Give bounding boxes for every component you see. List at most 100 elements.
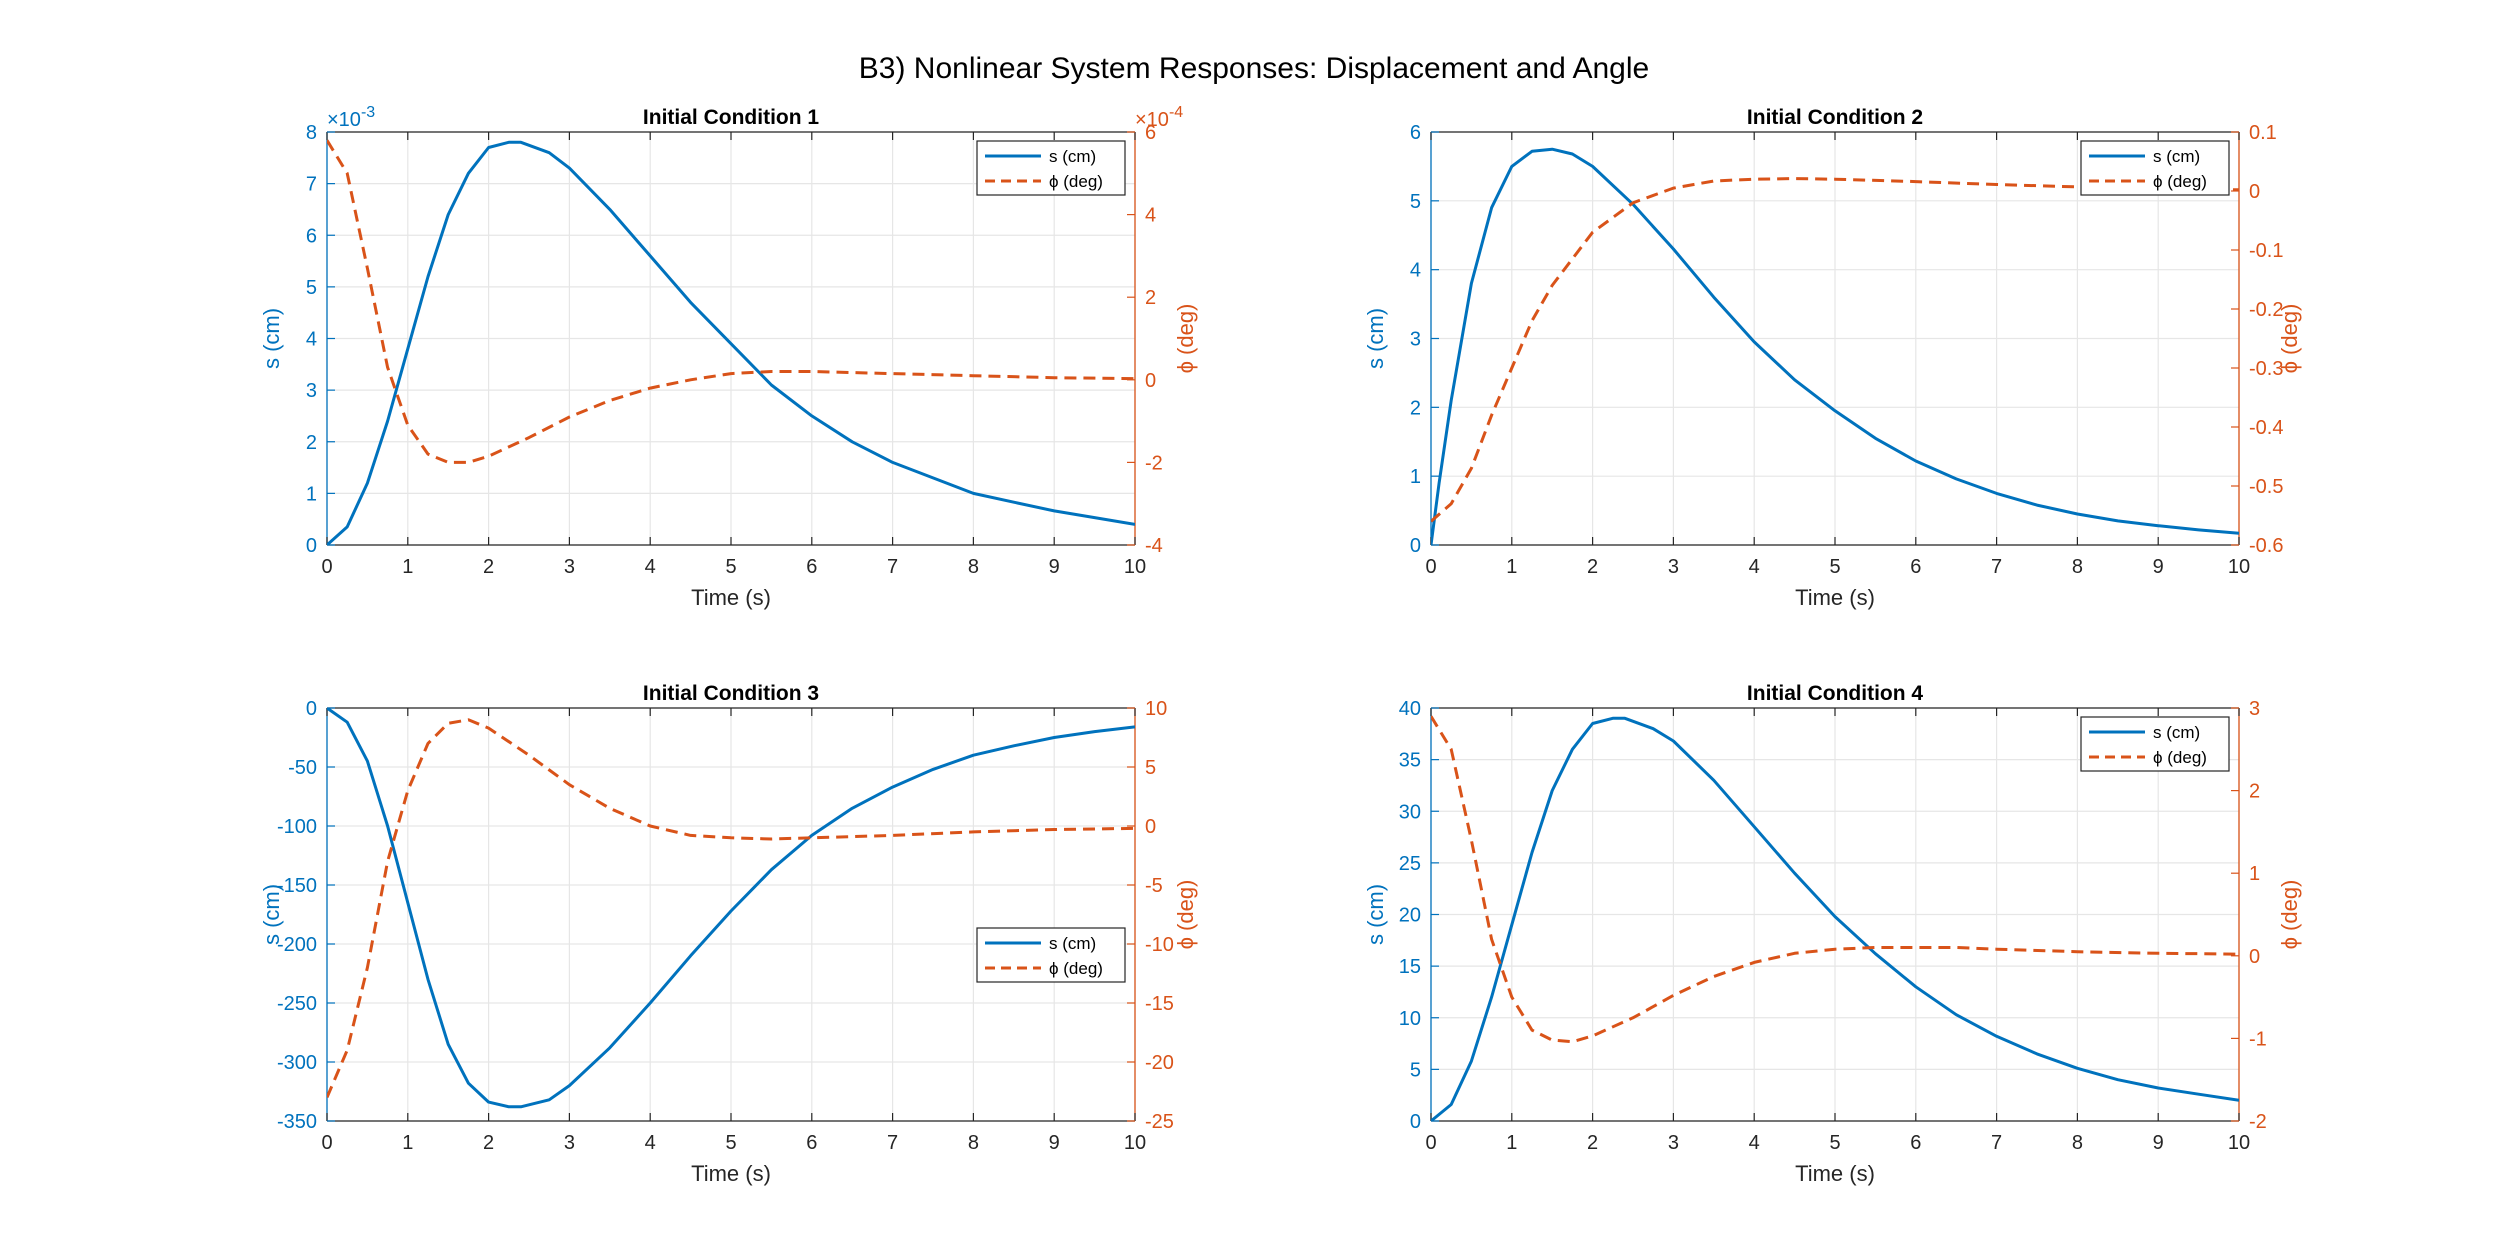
right-y-tick-label: -0.1 [2249, 240, 2283, 262]
right-exponent-power: -4 [1169, 104, 1183, 121]
left-y-tick-label: 2 [306, 432, 317, 454]
x-tick-label: 2 [483, 1132, 494, 1154]
right-y-axis-label: ϕ (deg) [2277, 880, 2302, 950]
right-y-tick-label: -0.4 [2249, 417, 2283, 439]
right-y-tick-label: 0 [2249, 181, 2260, 203]
x-tick-label: 6 [1910, 1132, 1921, 1154]
left-y-tick-label: 15 [1399, 956, 1421, 978]
legend-label: ϕ (deg) [1049, 959, 1103, 978]
x-tick-label: 6 [806, 556, 817, 578]
right-y-tick-label: -4 [1145, 535, 1163, 557]
phi-series-line [327, 718, 1135, 1098]
right-y-tick-label: 2 [1145, 287, 1156, 309]
x-tick-label: 1 [1506, 556, 1517, 578]
left-y-tick-label: 30 [1399, 801, 1421, 823]
legend-label: s (cm) [1049, 934, 1096, 953]
right-y-tick-label: -2 [1145, 452, 1163, 474]
right-y-tick-label: 10 [1145, 698, 1167, 720]
right-y-tick-label: 6 [1145, 122, 1156, 144]
axes-title: Initial Condition 3 [643, 682, 819, 705]
left-y-axis-label: s (cm) [259, 308, 284, 369]
x-tick-label: 4 [1749, 556, 1760, 578]
x-tick-label: 5 [1829, 1132, 1840, 1154]
right-y-tick-label: 0 [1145, 816, 1156, 838]
left-y-tick-label: 0 [1410, 1111, 1421, 1133]
right-exponent-base: ×10 [1135, 109, 1169, 131]
axes-title: Initial Condition 4 [1747, 682, 1923, 705]
series-group [1431, 147, 2239, 545]
left-y-tick-label: 7 [306, 174, 317, 196]
series-group [327, 708, 1135, 1109]
series-group [1431, 715, 2239, 1121]
x-tick-label: 10 [1124, 556, 1146, 578]
left-y-tick-label: 20 [1399, 905, 1421, 927]
left-y-tick-label: 0 [306, 698, 317, 720]
right-y-tick-label: 4 [1145, 205, 1156, 227]
legend-label: s (cm) [1049, 147, 1096, 166]
left-y-tick-label: 1 [1410, 466, 1421, 488]
right-y-axis-label: ϕ (deg) [2277, 304, 2302, 374]
x-tick-label: 0 [1425, 1132, 1436, 1154]
right-y-tick-label: 2 [2249, 781, 2260, 803]
left-y-tick-label: 8 [306, 122, 317, 144]
axes-title: Initial Condition 2 [1747, 106, 1923, 129]
right-exponent-label: ×10-4 [1135, 104, 1183, 131]
x-tick-label: 4 [1749, 1132, 1760, 1154]
x-tick-label: 9 [2153, 556, 2164, 578]
left-y-tick-label: 0 [306, 535, 317, 557]
x-tick-label: 6 [806, 1132, 817, 1154]
left-y-tick-label: 4 [1410, 260, 1421, 282]
left-y-tick-label: -300 [277, 1052, 317, 1074]
legend: s (cm) ϕ (deg) [2080, 140, 2230, 196]
right-y-tick-label: -0.5 [2249, 476, 2283, 498]
left-y-tick-label: -50 [288, 757, 317, 779]
left-exponent-label: ×10-3 [327, 104, 375, 131]
x-tick-label: 2 [483, 556, 494, 578]
legend: s (cm) ϕ (deg) [976, 927, 1126, 983]
x-axis-label: Time (s) [691, 585, 771, 610]
left-y-axis-label: s (cm) [1363, 308, 1388, 369]
x-tick-label: 3 [1668, 1132, 1679, 1154]
x-tick-label: 0 [1425, 556, 1436, 578]
s-series-line [1431, 147, 2239, 545]
x-tick-label: 1 [402, 1132, 413, 1154]
legend-box [976, 927, 1126, 983]
x-tick-label: 8 [2072, 1132, 2083, 1154]
left-y-tick-label: 6 [306, 225, 317, 247]
x-tick-label: 5 [725, 556, 736, 578]
x-tick-label: 2 [1587, 1132, 1598, 1154]
x-axis-label: Time (s) [691, 1161, 771, 1186]
left-y-tick-label: 35 [1399, 750, 1421, 772]
left-y-tick-label: 10 [1399, 1008, 1421, 1030]
left-y-tick-label: 3 [1410, 329, 1421, 351]
left-y-axis-label: s (cm) [259, 884, 284, 945]
x-tick-label: 5 [1829, 556, 1840, 578]
left-y-tick-label: -350 [277, 1111, 317, 1133]
left-y-tick-label: 2 [1410, 397, 1421, 419]
left-exponent-power: -3 [361, 104, 375, 121]
x-tick-label: 3 [1668, 556, 1679, 578]
left-y-tick-label: 6 [1410, 122, 1421, 144]
right-y-tick-label: 3 [2249, 698, 2260, 720]
left-y-tick-label: -250 [277, 993, 317, 1015]
right-y-tick-label: -10 [1145, 934, 1174, 956]
right-y-tick-label: 0 [1145, 370, 1156, 392]
x-tick-label: 8 [968, 1132, 979, 1154]
left-y-tick-label: -100 [277, 816, 317, 838]
x-tick-label: 4 [645, 556, 656, 578]
x-tick-label: 0 [321, 1132, 332, 1154]
legend-box [2080, 140, 2230, 196]
legend-label: s (cm) [2153, 723, 2200, 742]
left-y-tick-label: 40 [1399, 698, 1421, 720]
axes-4: 0 1 2 3 4 5 6 7 8 9 10 0 5 10 15 20 25 30 35 40 -2 -1 0 1 2 3 Init… [1363, 682, 2302, 1186]
right-y-tick-label: -0.3 [2249, 358, 2283, 380]
x-tick-label: 1 [402, 556, 413, 578]
phi-series-line [1431, 715, 2239, 1044]
x-tick-label: 7 [1991, 556, 2002, 578]
legend: s (cm) ϕ (deg) [976, 140, 1126, 196]
x-axis-label: Time (s) [1795, 585, 1875, 610]
right-y-tick-label: -0.2 [2249, 299, 2283, 321]
left-y-axis-label: s (cm) [1363, 884, 1388, 945]
